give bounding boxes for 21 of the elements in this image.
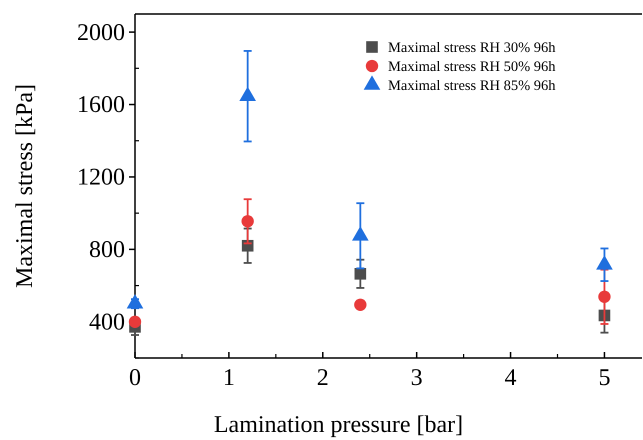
point [239,86,256,102]
point [128,316,142,328]
x-tick-label: 2 [316,365,329,392]
y-tick-label: 1600 [77,92,125,118]
point [598,290,611,303]
x-tick-label: 1 [222,365,235,392]
point [241,215,254,228]
y-tick-label: 800 [89,237,125,264]
x-axis-title: Lamination pressure [bar] [214,412,464,438]
legend-label: Maximal stress RH 85% 96h [388,78,556,94]
legend-label: Maximal stress RH 50% 96h [388,59,556,75]
x-tick-label: 4 [504,365,517,392]
point [354,298,367,311]
y-axis-title: Maximal stress [kPa] [12,84,38,288]
x-tick-label: 3 [410,365,423,392]
y-tick-label: 400 [89,309,125,336]
legend-label: Maximal stress RH 30% 96h [388,40,556,56]
y-tick-label: 1200 [77,164,125,191]
x-tick-label: 5 [598,365,610,392]
y-tick-label: 2000 [77,20,125,46]
x-tick-label: 0 [129,365,141,392]
